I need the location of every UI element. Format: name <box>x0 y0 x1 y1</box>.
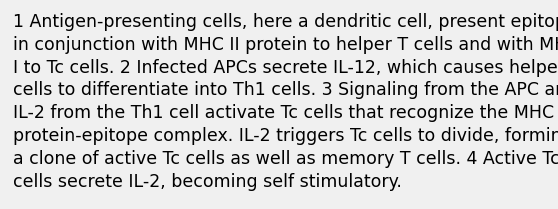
Text: I to Tc cells. 2 Infected APCs secrete IL-12, which causes helper T: I to Tc cells. 2 Infected APCs secrete I… <box>13 59 558 77</box>
Text: cells to differentiate into Th1 cells. 3 Signaling from the APC and: cells to differentiate into Th1 cells. 3… <box>13 81 558 99</box>
Text: cells secrete IL-2, becoming self stimulatory.: cells secrete IL-2, becoming self stimul… <box>13 173 402 191</box>
Text: 1 Antigen-presenting cells, here a dendritic cell, present epitopes: 1 Antigen-presenting cells, here a dendr… <box>13 13 558 31</box>
Text: in conjunction with MHC II protein to helper T cells and with MHC: in conjunction with MHC II protein to he… <box>13 36 558 54</box>
Text: a clone of active Tc cells as well as memory T cells. 4 Active Tc: a clone of active Tc cells as well as me… <box>13 150 558 168</box>
Text: protein-epitope complex. IL-2 triggers Tc cells to divide, forming: protein-epitope complex. IL-2 triggers T… <box>13 127 558 145</box>
Text: IL-2 from the Th1 cell activate Tc cells that recognize the MHC I: IL-2 from the Th1 cell activate Tc cells… <box>13 104 558 122</box>
